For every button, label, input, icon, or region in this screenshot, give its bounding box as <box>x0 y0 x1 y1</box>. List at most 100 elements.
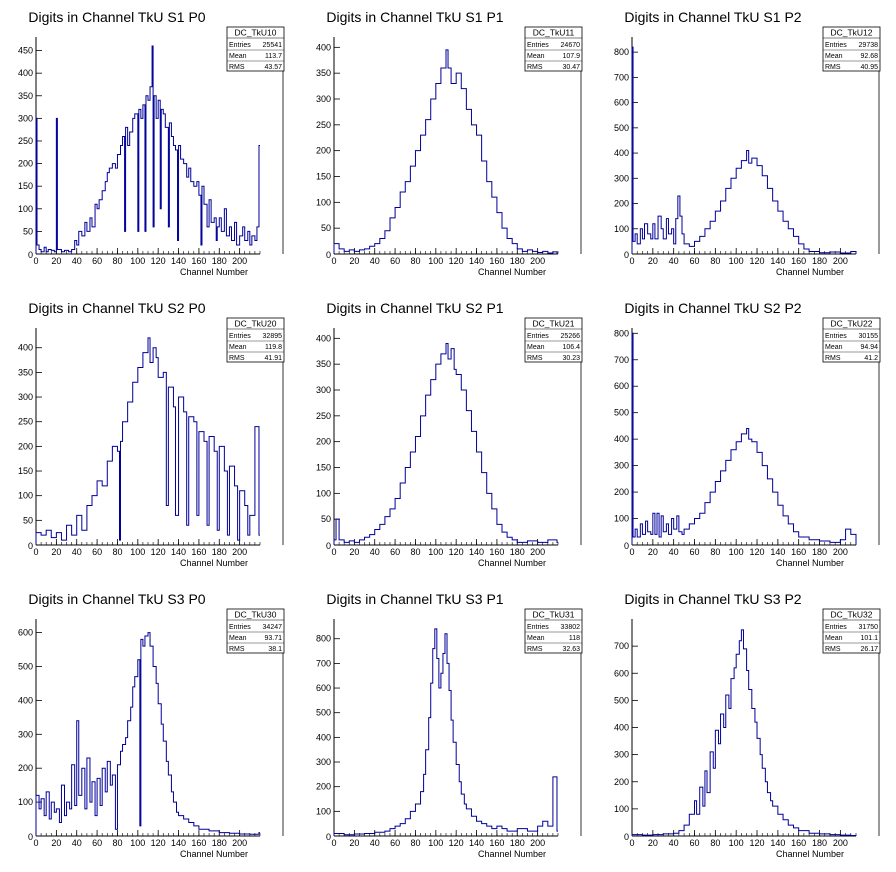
x-tick-label: 180 <box>212 256 227 266</box>
stats-box: DC_TkU22 Entries 30155 Mean 94.94 RMS 41.2 <box>822 317 881 363</box>
x-tick-label: 120 <box>449 547 464 557</box>
x-tick-label: 160 <box>791 547 806 557</box>
stats-value-rms: 38.1 <box>268 646 282 653</box>
y-tick-label: 600 <box>614 668 629 678</box>
y-tick-label: 300 <box>614 173 629 183</box>
x-tick-label: 20 <box>51 838 61 848</box>
y-tick-label: 150 <box>18 181 33 191</box>
y-tick-label: 400 <box>316 333 331 343</box>
stats-value-entries: 31750 <box>859 624 879 631</box>
x-tick-label: 160 <box>791 838 806 848</box>
x-tick-label: 200 <box>232 547 247 557</box>
y-tick-label: 200 <box>18 441 33 451</box>
x-tick-label: 160 <box>191 838 206 848</box>
x-axis-label: Channel Number <box>776 267 844 277</box>
x-axis-label: Channel Number <box>478 849 546 859</box>
x-tick-label: 180 <box>212 838 227 848</box>
x-tick-label: 40 <box>370 547 380 557</box>
x-tick-label: 140 <box>171 547 186 557</box>
stats-label-rms: RMS <box>229 355 245 362</box>
y-tick-label: 250 <box>316 120 331 130</box>
x-tick-label: 100 <box>428 838 443 848</box>
stats-box: DC_TkU31 Entries 33802 Mean 118 RMS 32.63 <box>524 608 583 654</box>
y-tick-label: 250 <box>18 136 33 146</box>
stats-label-entries: Entries <box>229 624 251 631</box>
y-tick-label: 300 <box>614 750 629 760</box>
stats-label-entries: Entries <box>527 624 549 631</box>
x-tick-label: 40 <box>669 256 679 266</box>
stats-name: DC_TkU22 <box>830 319 872 329</box>
x-tick-label: 200 <box>833 256 848 266</box>
y-tick-label: 50 <box>321 514 331 524</box>
y-tick-label: 400 <box>18 343 33 353</box>
stats-value-rms: 32.63 <box>562 646 580 653</box>
x-tick-label: 20 <box>51 547 61 557</box>
stats-box-frame <box>226 608 285 654</box>
stats-label-rms: RMS <box>229 646 245 653</box>
stats-value-entries: 29738 <box>859 42 879 49</box>
y-tick-label: 100 <box>316 806 331 816</box>
origin-label: 0 <box>326 541 331 551</box>
x-tick-label: 180 <box>812 838 827 848</box>
stats-box: DC_TkU11 Entries 24670 Mean 107.9 RMS 30.47 <box>524 26 583 72</box>
x-tick-label: 120 <box>151 838 166 848</box>
y-tick-label: 500 <box>614 123 629 133</box>
stats-box: DC_TkU32 Entries 31750 Mean 101.1 RMS 26.17 <box>822 608 881 654</box>
x-tick-label: 160 <box>489 838 504 848</box>
stats-label-mean: Mean <box>825 53 843 60</box>
stats-label-entries: Entries <box>825 333 847 340</box>
stats-value-mean: 93.71 <box>264 635 282 642</box>
y-tick-label: 800 <box>614 328 629 338</box>
y-tick-label: 450 <box>18 46 33 56</box>
x-tick-label: 160 <box>191 547 206 557</box>
chart-title: Digits in Channel TkU S3 P0 <box>28 591 205 607</box>
stats-box-frame <box>524 26 583 72</box>
chart-title: Digits in Channel TkU S2 P1 <box>326 300 503 316</box>
y-tick-label: 200 <box>316 146 331 156</box>
y-tick-label: 100 <box>18 797 33 807</box>
x-tick-label: 40 <box>72 547 82 557</box>
stats-name: DC_TkU20 <box>234 319 276 329</box>
y-tick-label: 300 <box>614 461 629 471</box>
y-tick-label: 200 <box>614 777 629 787</box>
y-tick-label: 500 <box>614 408 629 418</box>
stats-value-rms: 30.23 <box>562 355 580 362</box>
x-tick-label: 0 <box>331 838 336 848</box>
y-tick-label: 700 <box>614 355 629 365</box>
x-tick-label: 120 <box>750 838 765 848</box>
stats-value-entries: 24670 <box>561 42 581 49</box>
chart-title: Digits in Channel TkU S1 P0 <box>28 9 205 25</box>
y-tick-label: 150 <box>18 466 33 476</box>
x-tick-label: 200 <box>833 838 848 848</box>
x-tick-label: 80 <box>710 838 720 848</box>
histogram-series <box>333 628 558 836</box>
origin-label: 0 <box>326 250 331 260</box>
x-tick-label: 60 <box>390 256 400 266</box>
y-tick-label: 400 <box>316 42 331 52</box>
stats-label-rms: RMS <box>527 64 543 71</box>
stats-value-mean: 94.94 <box>860 344 878 351</box>
origin-label: 0 <box>624 250 629 260</box>
y-tick-label: 500 <box>18 661 33 671</box>
origin-label: 0 <box>624 541 629 551</box>
stats-value-rms: 30.47 <box>562 64 580 71</box>
x-tick-label: 0 <box>629 838 634 848</box>
stats-label-mean: Mean <box>825 344 843 351</box>
y-tick-label: 100 <box>18 491 33 501</box>
stats-label-rms: RMS <box>825 64 841 71</box>
y-tick-label: 250 <box>18 417 33 427</box>
y-tick-label: 500 <box>316 708 331 718</box>
y-tick-label: 400 <box>18 68 33 78</box>
y-tick-label: 50 <box>23 226 33 236</box>
y-tick-label: 250 <box>316 411 331 421</box>
stats-label-rms: RMS <box>825 355 841 362</box>
stats-box-frame <box>822 608 881 654</box>
x-tick-label: 60 <box>390 547 400 557</box>
stats-value-mean: 106.4 <box>562 344 580 351</box>
stats-label-rms: RMS <box>527 646 543 653</box>
x-tick-label: 60 <box>690 256 700 266</box>
histogram-series <box>631 629 857 836</box>
x-tick-label: 140 <box>770 256 785 266</box>
x-tick-label: 100 <box>130 256 145 266</box>
x-tick-label: 160 <box>191 256 206 266</box>
